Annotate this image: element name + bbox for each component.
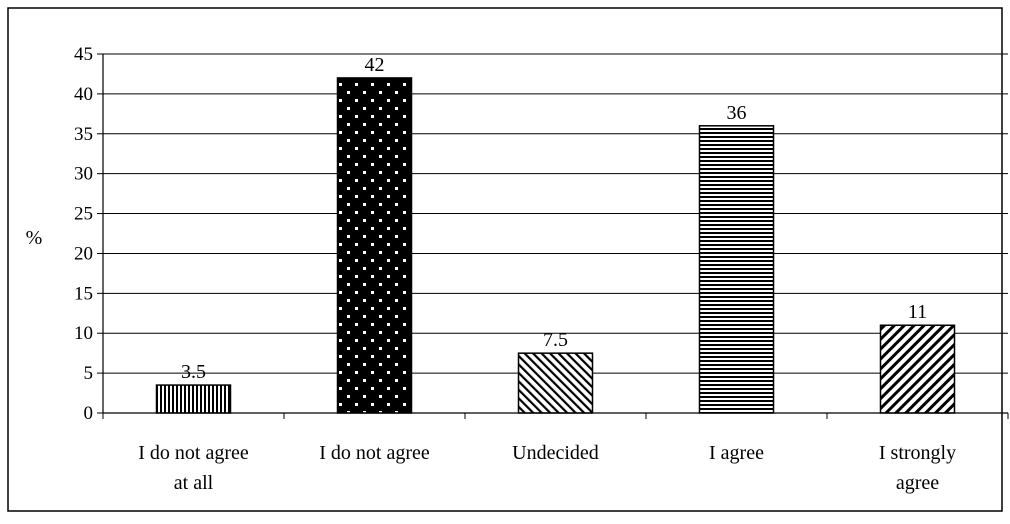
y-tick-label: 5: [84, 363, 94, 384]
x-tick-label: I do not agree: [319, 442, 430, 464]
bar: [879, 324, 956, 414]
y-axis-ticks: 0 5 10 15 20 25 30 35 40 45: [74, 44, 103, 424]
x-tick-label: at all: [174, 472, 214, 494]
x-tick-label: I do not agree: [138, 442, 249, 464]
data-label: 11: [908, 301, 927, 323]
bar: [155, 384, 232, 414]
y-tick-label: 15: [74, 283, 93, 304]
x-tick-label: I agree: [709, 442, 764, 464]
y-tick-label: 0: [84, 403, 94, 424]
chart-border: [7, 7, 1003, 512]
y-tick-label: 20: [74, 243, 93, 264]
y-tick-label: 25: [74, 204, 93, 225]
gridlines: [103, 53, 1008, 374]
x-axis-labels: I do not agree at all I do not agree Undeci…: [138, 442, 956, 494]
data-labels: 3.5 42 7.5 36 11: [181, 54, 927, 383]
y-axis-title: %: [26, 227, 43, 249]
bar: [517, 352, 594, 414]
y-tick-label: 35: [74, 124, 93, 145]
data-label: 36: [727, 102, 747, 124]
y-tick-label: 30: [74, 164, 93, 185]
data-label: 7.5: [543, 329, 568, 351]
bars: [155, 77, 956, 414]
y-tick-label: 10: [74, 323, 93, 344]
bar: [698, 125, 775, 414]
bar: [336, 77, 413, 414]
data-label: 42: [365, 54, 385, 76]
data-label: 3.5: [181, 361, 206, 383]
y-tick-label: 40: [74, 84, 93, 105]
x-tick-label: agree: [896, 472, 939, 494]
axes: [102, 54, 1009, 419]
y-tick-label: 45: [74, 44, 93, 65]
x-tick-label: Undecided: [512, 442, 599, 464]
x-tick-label: I strongly: [879, 442, 956, 464]
